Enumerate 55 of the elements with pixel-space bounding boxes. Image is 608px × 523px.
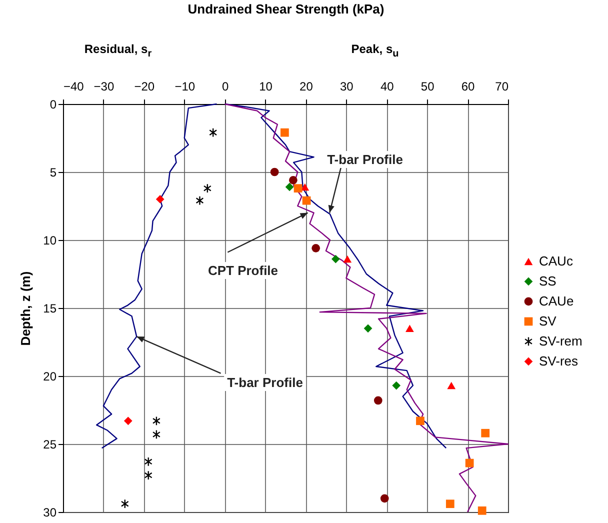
point <box>465 458 474 468</box>
x-tick-label: 50 <box>420 80 435 94</box>
x-tick-label: −20 <box>134 80 155 94</box>
point <box>447 382 456 390</box>
annotation: T-bar Profile <box>224 374 306 391</box>
x-tick-label: 10 <box>259 80 273 94</box>
point <box>270 168 279 176</box>
legend-label: SS <box>539 273 557 288</box>
x-tick-label: 40 <box>380 80 394 94</box>
text: Residual, s$_{r}$ <box>84 42 152 60</box>
point <box>481 428 490 438</box>
x-axis-title: Undrained Shear Strength (kPa) <box>188 2 384 16</box>
legend-label: SV-rem <box>539 333 582 348</box>
y-tick-label: 0 <box>50 98 57 112</box>
annotation: CPT Profile <box>204 262 282 279</box>
point <box>280 128 289 137</box>
x-tick-label: −40 <box>64 80 84 94</box>
legend-label: CAUe <box>539 293 574 308</box>
point <box>478 506 486 515</box>
annotation: T-bar Profile <box>324 151 406 168</box>
y-tick-label: 20 <box>43 370 57 384</box>
x-tick-label: −10 <box>174 80 196 94</box>
legend-label: SV-res <box>539 353 579 368</box>
y-tick-label: 5 <box>50 166 57 180</box>
x-tick-label: 70 <box>495 80 509 94</box>
point <box>289 176 298 184</box>
legend-label: CAUc <box>539 253 574 268</box>
point <box>124 416 132 426</box>
legend-label: SV <box>539 313 557 328</box>
point <box>380 494 389 503</box>
point <box>406 324 414 332</box>
point <box>374 396 382 405</box>
point <box>156 195 164 204</box>
x-tick-label: −30 <box>94 80 114 94</box>
point <box>446 500 454 508</box>
x-tick-label: 0 <box>222 80 229 94</box>
point <box>196 196 204 205</box>
y-tick-label: 15 <box>43 302 57 316</box>
point <box>294 184 302 193</box>
y-tick-label: 10 <box>43 234 57 248</box>
x-tick-label: 20 <box>300 80 314 94</box>
point <box>331 254 340 264</box>
y-axis-title: Depth, z (m) <box>18 271 34 346</box>
x-tick-label: 60 <box>461 80 476 94</box>
point <box>343 255 352 263</box>
y-tick-label: 30 <box>43 506 57 520</box>
point <box>312 244 320 252</box>
point <box>364 324 372 333</box>
point <box>285 182 294 192</box>
y-tick-label: 25 <box>43 438 57 452</box>
point <box>302 196 311 205</box>
point <box>416 416 424 426</box>
x-tick-label: 30 <box>340 80 354 94</box>
point <box>392 381 401 390</box>
text: Peak, s$_{u}$ <box>351 42 399 60</box>
